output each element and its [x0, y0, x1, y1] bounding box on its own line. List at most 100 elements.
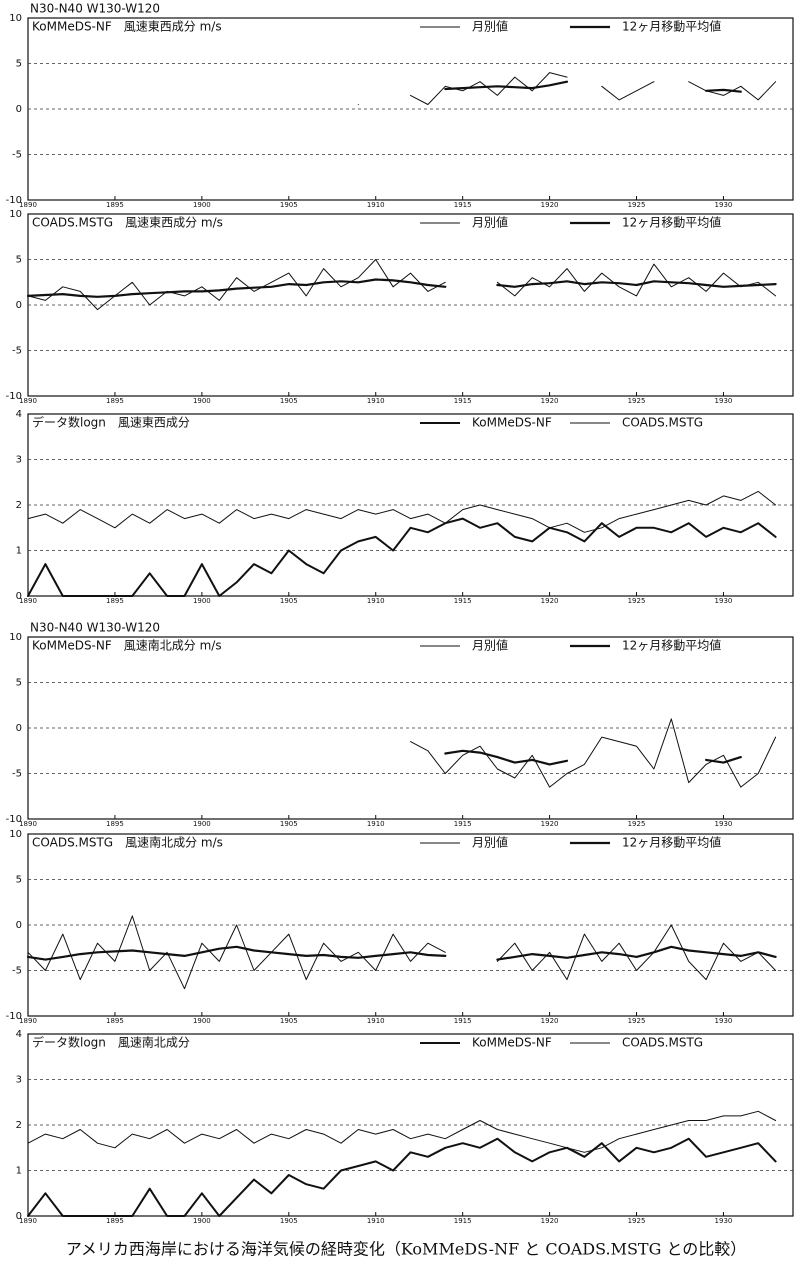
x-tick-label: 1890 — [19, 1017, 37, 1025]
x-tick-label: 1910 — [367, 1017, 385, 1025]
panel-title: KoMMeDS-NF 風速南北成分 m/s — [32, 638, 222, 653]
y-tick-label: -5 — [12, 150, 22, 161]
x-tick-label: 1905 — [280, 201, 298, 209]
panel-title: COADS.MSTG 風速東西成分 m/s — [32, 216, 223, 230]
legend-label: KoMMeDS-NF — [472, 416, 552, 430]
x-tick-label: 1895 — [106, 820, 124, 828]
x-tick-label: 1910 — [367, 597, 385, 605]
panel-title: データ数logn 風速東西成分 — [32, 415, 190, 430]
caption: アメリカ西海岸における海洋気候の経時変化（KoMMeDS-NF と COADS.… — [66, 1240, 747, 1259]
x-tick-label: 1930 — [715, 820, 733, 828]
x-tick-label: 1910 — [367, 201, 385, 209]
y-tick-label: -10 — [6, 195, 22, 206]
y-tick-label: 4 — [16, 409, 22, 420]
y-tick-label: 1 — [16, 1166, 22, 1177]
y-tick-label: 5 — [16, 255, 22, 266]
region-label: N30-N40 W130-W120 — [30, 621, 160, 635]
y-tick-label: 3 — [16, 455, 22, 466]
legend-label: 月別値 — [472, 19, 508, 34]
x-tick-label: 1920 — [541, 597, 559, 605]
x-tick-label: 1895 — [106, 597, 124, 605]
x-tick-label: 1895 — [106, 397, 124, 405]
x-tick-label: 1920 — [541, 201, 559, 209]
y-tick-label: 10 — [9, 829, 22, 840]
y-tick-label: -5 — [12, 346, 22, 357]
y-tick-label: 5 — [16, 678, 22, 689]
x-tick-label: 1930 — [715, 1217, 733, 1225]
panel: -10 -5 0 5 10 1890 1895 1900 1905 1910 1915 1920 192… — [6, 209, 794, 405]
legend-label: 12ヶ月移動平均値 — [622, 19, 721, 34]
x-tick-label: 1900 — [193, 820, 211, 828]
series-line — [27, 1110, 777, 1153]
x-tick-label: 1890 — [19, 397, 37, 405]
x-tick-label: 1910 — [367, 397, 385, 405]
x-tick-label: 1925 — [628, 201, 646, 209]
x-tick-label: 1890 — [19, 820, 37, 828]
x-tick-label: 1925 — [628, 1217, 646, 1225]
x-tick-label: 1905 — [280, 820, 298, 828]
x-tick-label: 1920 — [541, 820, 559, 828]
series-line — [357, 718, 777, 788]
x-tick-label: 1920 — [541, 1217, 559, 1225]
x-tick-label: 1900 — [193, 201, 211, 209]
y-tick-label: 0 — [16, 591, 22, 602]
y-tick-label: 0 — [16, 920, 22, 931]
x-tick-label: 1925 — [628, 597, 646, 605]
legend-label: COADS.MSTG — [622, 416, 703, 430]
y-tick-label: 5 — [16, 875, 22, 886]
legend-label: 月別値 — [472, 638, 508, 653]
series-line — [27, 259, 777, 311]
x-tick-label: 1895 — [106, 201, 124, 209]
x-tick-label: 1910 — [367, 820, 385, 828]
y-tick-label: -10 — [6, 814, 22, 825]
series-line — [27, 915, 777, 990]
x-tick-label: 1890 — [19, 1217, 37, 1225]
region-label: N30-N40 W130-W120 — [30, 2, 160, 16]
x-tick-label: 1905 — [280, 1017, 298, 1025]
legend-label: COADS.MSTG — [622, 1036, 703, 1050]
x-tick-label: 1915 — [454, 820, 472, 828]
y-tick-label: 4 — [16, 1029, 22, 1040]
series-line — [27, 1137, 777, 1217]
y-tick-label: -10 — [6, 391, 22, 402]
panel-title: データ数logn 風速南北成分 — [32, 1035, 190, 1050]
x-tick-label: 1890 — [19, 201, 37, 209]
y-tick-label: 0 — [16, 300, 22, 311]
x-tick-label: 1900 — [193, 597, 211, 605]
series-line — [357, 72, 777, 105]
x-tick-label: 1915 — [454, 201, 472, 209]
x-tick-label: 1925 — [628, 397, 646, 405]
series-line — [27, 517, 777, 597]
x-tick-label: 1930 — [715, 1017, 733, 1025]
y-tick-label: 0 — [16, 1211, 22, 1222]
x-tick-label: 1915 — [454, 1017, 472, 1025]
legend-label: 12ヶ月移動平均値 — [622, 835, 721, 850]
y-tick-label: 10 — [9, 632, 22, 643]
x-tick-label: 1895 — [106, 1017, 124, 1025]
x-tick-label: 1900 — [193, 397, 211, 405]
x-tick-label: 1915 — [454, 397, 472, 405]
x-tick-label: 1905 — [280, 1217, 298, 1225]
legend-label: 月別値 — [472, 215, 508, 230]
y-tick-label: 0 — [16, 723, 22, 734]
x-tick-label: 1920 — [541, 1017, 559, 1025]
y-tick-label: -10 — [6, 1011, 22, 1022]
x-tick-label: 1930 — [715, 597, 733, 605]
x-tick-label: 1890 — [19, 597, 37, 605]
legend-label: KoMMeDS-NF — [472, 1036, 552, 1050]
legend-label: 12ヶ月移動平均値 — [622, 638, 721, 653]
series-line — [444, 749, 742, 766]
x-tick-label: 1905 — [280, 597, 298, 605]
x-tick-label: 1915 — [454, 597, 472, 605]
y-tick-label: 3 — [16, 1075, 22, 1086]
legend-label: 月別値 — [472, 835, 508, 850]
y-tick-label: -5 — [12, 769, 22, 780]
series-line — [26, 278, 777, 298]
x-tick-label: 1920 — [541, 397, 559, 405]
panel: 0 1 2 3 4 1890 1895 1900 1905 1910 1915 1920 1925 193… — [16, 409, 794, 605]
series-line — [27, 490, 777, 533]
x-tick-label: 1900 — [193, 1017, 211, 1025]
x-tick-label: 1910 — [367, 1217, 385, 1225]
x-tick-label: 1895 — [106, 1217, 124, 1225]
series-line — [26, 945, 777, 961]
